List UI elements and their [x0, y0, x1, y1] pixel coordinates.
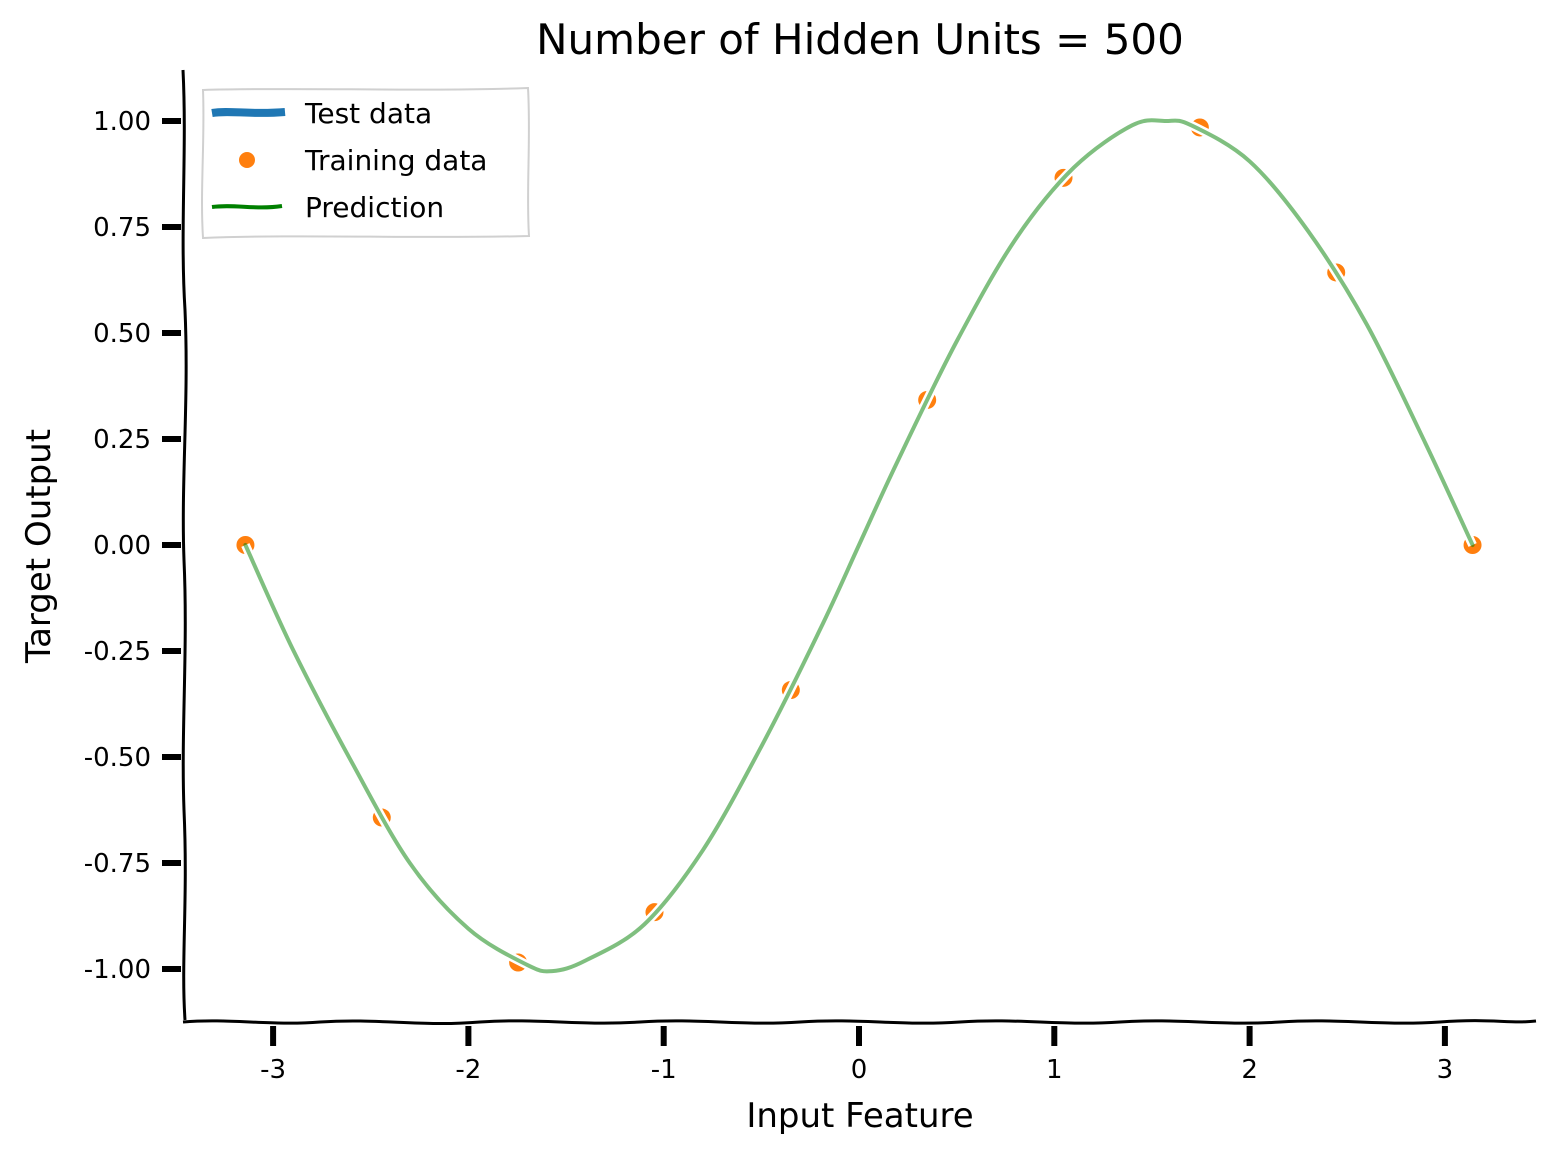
y-tick-label: -0.25	[84, 637, 151, 667]
y-tick-label: 0.00	[93, 531, 151, 561]
y-tick-label: 0.25	[93, 425, 151, 455]
legend-swatch-training-data	[239, 152, 255, 168]
legend-label-training-data: Training data	[304, 144, 487, 177]
plot-area	[236, 114, 1482, 976]
legend: Test data Training data Prediction	[201, 86, 531, 240]
x-tick-label: -1	[651, 1055, 677, 1085]
y-tick-label: 0.75	[93, 213, 151, 243]
x-tick-label: 2	[1241, 1055, 1258, 1085]
legend-frame	[201, 86, 531, 240]
y-tick-label: -0.75	[84, 849, 151, 879]
y-tick-label: 1.00	[93, 107, 151, 137]
x-axis-label: Input Feature	[746, 1096, 973, 1136]
legend-swatch-prediction	[211, 204, 283, 210]
y-tick-label: 0.50	[93, 319, 151, 349]
y-tick-label: -0.50	[84, 743, 151, 773]
x-tick-label: 0	[851, 1055, 868, 1085]
x-tick-label: -3	[260, 1055, 286, 1085]
legend-label-test-data: Test data	[304, 97, 432, 130]
legend-swatch-test-data	[211, 108, 286, 117]
y-axis-label: Target Output	[19, 429, 59, 664]
x-tick-label: 3	[1437, 1055, 1454, 1085]
y-tick-label: -1.00	[84, 955, 151, 985]
x-tick-label: -2	[455, 1055, 481, 1085]
x-ticks: -3 -2 -1 0 1 2 3	[260, 1026, 1453, 1085]
x-axis-spine	[182, 1019, 1537, 1026]
prediction-line	[243, 118, 1475, 974]
x-tick-label: 1	[1046, 1055, 1063, 1085]
y-ticks: 1.00 0.75 0.50 0.25 0.00 -0.25 -0.50 -0.75 -1.00	[84, 107, 181, 985]
y-axis-spine	[181, 69, 188, 1021]
legend-label-prediction: Prediction	[305, 191, 444, 224]
chart-title: Number of Hidden Units = 500	[536, 15, 1184, 64]
